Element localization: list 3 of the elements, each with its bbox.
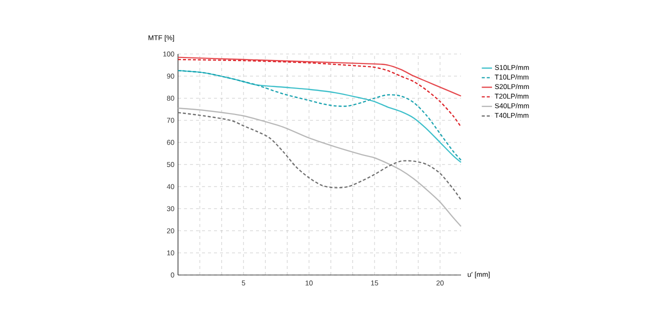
line-series — [177, 56, 462, 97]
line-series — [177, 58, 462, 128]
line-series — [177, 112, 462, 200]
